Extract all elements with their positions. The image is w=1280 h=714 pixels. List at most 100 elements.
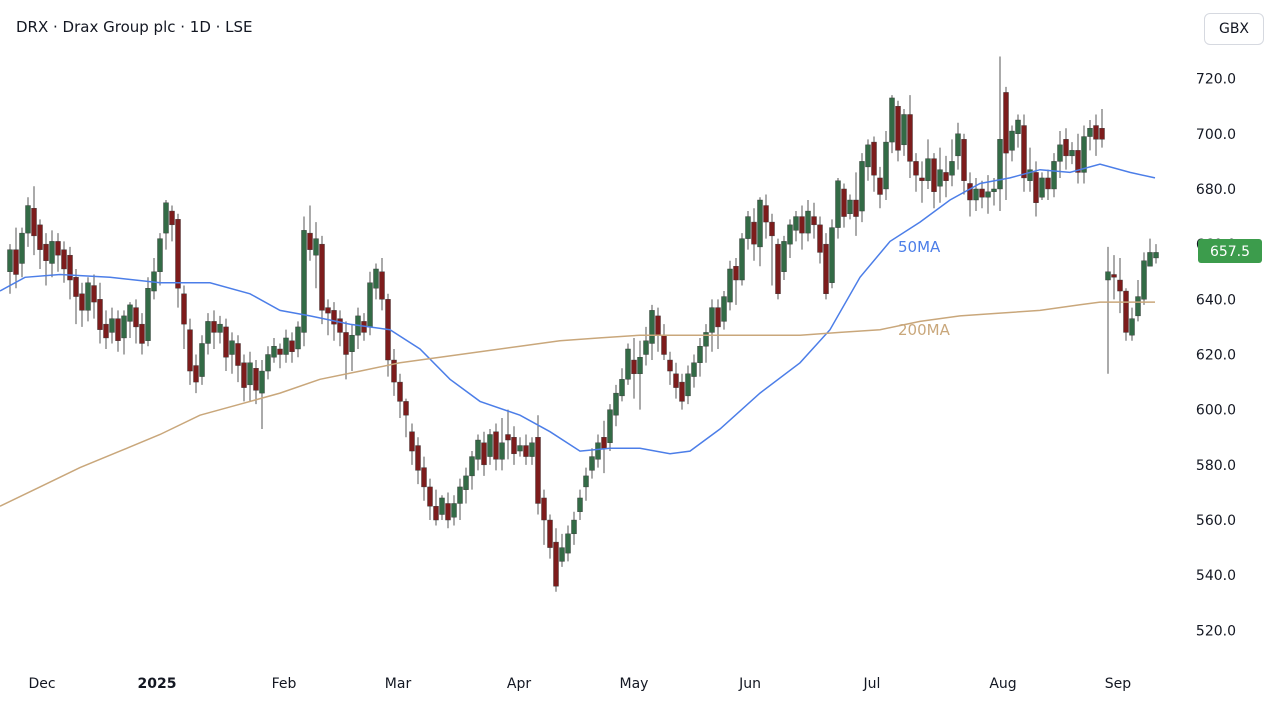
candle-down	[679, 381, 685, 402]
candle-down	[1093, 125, 1099, 140]
candle-up	[757, 199, 763, 248]
candle-down	[139, 323, 145, 344]
candle-down	[1123, 290, 1129, 333]
ma50-label: 50MA	[898, 238, 941, 256]
candle-up	[247, 362, 253, 386]
candle-down	[535, 437, 541, 504]
candle-up	[109, 318, 115, 333]
x-tick-label: Sep	[1105, 676, 1132, 692]
candle-up	[607, 409, 613, 443]
candle-down	[277, 348, 283, 355]
candle-up	[199, 343, 205, 377]
candle-up	[19, 232, 25, 264]
candle-down	[115, 318, 121, 341]
candle-up	[1087, 128, 1093, 137]
candle-down	[511, 437, 517, 455]
candle-down	[61, 249, 67, 270]
currency-button[interactable]: GBX	[1204, 13, 1264, 45]
candle-up	[451, 503, 457, 518]
candle-down	[325, 307, 331, 314]
candle-down	[73, 277, 79, 297]
candle-down	[241, 362, 247, 388]
candle-up	[883, 141, 889, 190]
candle-up	[1129, 318, 1135, 336]
candle-down	[907, 114, 913, 162]
y-tick-label: 600.0	[1196, 403, 1236, 419]
candle-up	[709, 307, 715, 333]
candle-up	[805, 210, 811, 234]
candle-up	[295, 326, 301, 350]
y-tick-label: 680.0	[1196, 182, 1236, 198]
candle-down	[733, 266, 739, 281]
x-tick-label: Mar	[385, 676, 412, 692]
candle-down	[817, 224, 823, 253]
candle-down	[289, 340, 295, 352]
candle-up	[697, 346, 703, 363]
candle-up	[649, 310, 655, 344]
candle-down	[775, 243, 781, 295]
candle-up	[595, 442, 601, 460]
candle-down	[187, 329, 193, 372]
candle-up	[301, 230, 307, 333]
candle-down	[961, 139, 967, 181]
candle-up	[1081, 136, 1087, 173]
candle-down	[409, 431, 415, 452]
candle-up	[1027, 169, 1033, 181]
candle-down	[103, 323, 109, 339]
candle-up	[163, 202, 169, 234]
candle-down	[79, 293, 85, 311]
candle-up	[589, 456, 595, 471]
candle-down	[235, 343, 241, 366]
x-tick-label: May	[620, 676, 649, 692]
x-tick-label: Jul	[863, 676, 881, 692]
candle-down	[751, 221, 757, 245]
candle-down	[1111, 274, 1117, 278]
candle-down	[967, 183, 973, 201]
x-tick-label: Apr	[507, 676, 531, 692]
x-tick-label: Dec	[28, 676, 55, 692]
candle-up	[559, 547, 565, 562]
candle-up	[1009, 130, 1015, 151]
candle-down	[1117, 279, 1123, 292]
last-price-badge	[1198, 239, 1262, 264]
candle-down	[493, 431, 499, 460]
candle-up	[145, 288, 151, 341]
candle-down	[1003, 92, 1009, 154]
last-price-marker: 657.5	[1198, 239, 1262, 264]
candle-down	[13, 249, 19, 275]
candle-up	[643, 340, 649, 355]
candle-up	[859, 161, 865, 212]
candle-up	[937, 169, 943, 187]
candle-up	[367, 282, 373, 328]
candle-down	[505, 434, 511, 441]
candle-down	[631, 359, 637, 375]
candle-down	[877, 177, 883, 195]
candle-up	[529, 442, 535, 457]
candle-down	[253, 368, 259, 391]
candles-layer	[7, 56, 1159, 592]
candle-down	[1063, 139, 1069, 157]
candle-up	[781, 241, 787, 272]
x-tick-label: 2025	[138, 676, 177, 692]
candle-down	[223, 326, 229, 358]
candle-down	[841, 188, 847, 217]
candle-down	[343, 332, 349, 355]
x-tick-label: Aug	[989, 676, 1016, 692]
candle-down	[523, 445, 529, 457]
candle-up	[1135, 296, 1141, 317]
candle-down	[307, 232, 313, 250]
candle-up	[901, 114, 907, 146]
candle-down	[379, 271, 385, 300]
candle-up	[565, 533, 571, 554]
candle-down	[319, 243, 325, 311]
candle-up	[685, 373, 691, 397]
candle-up	[721, 296, 727, 322]
chart-title: DRX · Drax Group plc · 1D · LSE	[16, 18, 253, 36]
candle-up	[1105, 271, 1111, 281]
ma-line-50ma	[0, 163, 1156, 455]
candle-down	[403, 401, 409, 416]
candle-up	[127, 304, 133, 322]
candle-down	[1021, 125, 1027, 179]
